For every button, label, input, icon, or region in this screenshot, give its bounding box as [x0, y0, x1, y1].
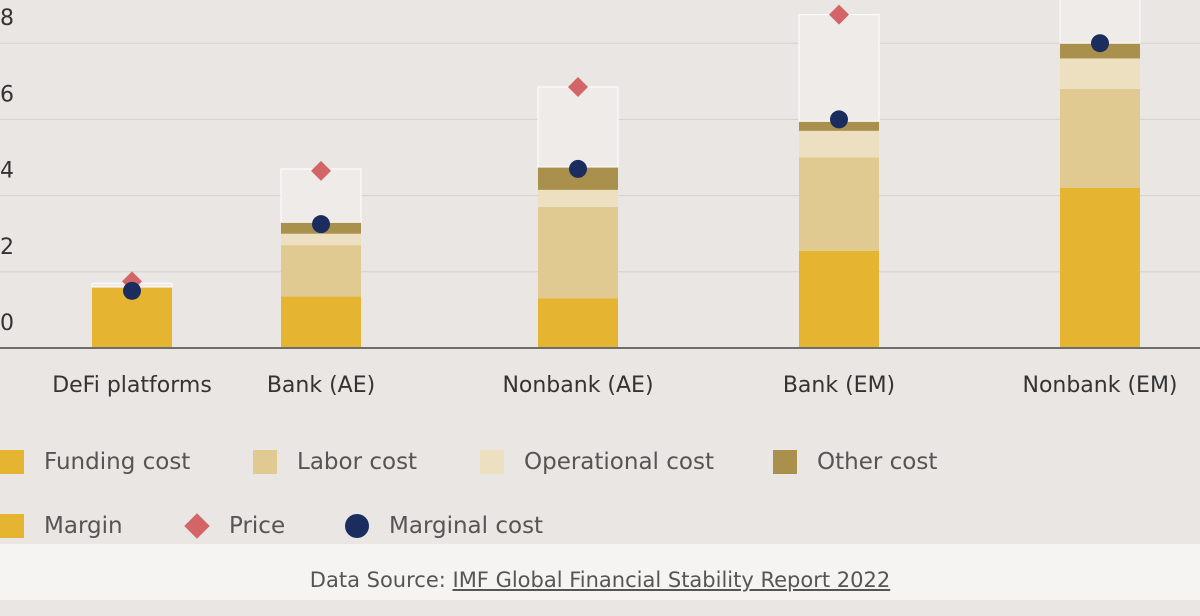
category-label-2: Nonbank (AE) [502, 373, 653, 398]
bar-segment-1-4 [1060, 88, 1140, 188]
bar-segment-0-3 [799, 250, 879, 348]
price-marker-1 [311, 160, 331, 181]
legend-label: Operational cost [524, 449, 714, 475]
marginal-cost-marker-3 [830, 110, 848, 129]
legend-item-operational-cost: Operational cost [480, 442, 714, 482]
legend-label: Margin [44, 513, 123, 539]
legend-swatch-circle [345, 514, 369, 538]
source-link[interactable]: IMF Global Financial Stability Report 20… [452, 568, 891, 592]
bar-segment-1-1 [281, 245, 361, 297]
category-label-0: DeFi platforms [52, 373, 212, 398]
legend-item-funding-cost: Funding cost [0, 442, 190, 482]
bar-segment-0-4 [1060, 187, 1140, 348]
y-tick-label-4: 4 [0, 159, 14, 184]
bar-segment-2-3 [799, 130, 879, 158]
bar-segment-2-1 [281, 233, 361, 246]
marginal-cost-marker-4 [1091, 34, 1109, 53]
legend-label: Funding cost [44, 449, 191, 475]
y-tick-label-0: 0 [0, 311, 14, 336]
legend-item-labor-cost: Labor cost [253, 442, 417, 482]
legend-swatch-square [480, 450, 504, 474]
y-tick-label-8: 8 [0, 6, 14, 31]
data-source-footer: Data Source: IMF Global Financial Stabil… [0, 544, 1200, 600]
bar-segment-2-4 [1060, 58, 1140, 89]
legend-label: Labor cost [297, 449, 418, 475]
legend-item-price: Price [184, 506, 286, 546]
legend-swatch-square [253, 450, 277, 474]
legend-item-marginal-cost: Marginal cost [345, 506, 543, 546]
legend-swatch-square [0, 450, 24, 474]
marginal-cost-marker-1 [312, 215, 330, 234]
legend-label: Other cost [817, 449, 938, 475]
category-label-3: Bank (EM) [783, 373, 895, 398]
y-tick-label-2: 2 [0, 235, 14, 260]
y-tick-label-6: 6 [0, 82, 14, 107]
marginal-cost-marker-2 [569, 159, 587, 178]
legend-item-other-cost: Other cost [773, 442, 937, 482]
bar-segment-2-2 [538, 189, 618, 208]
bar-segment-0-1 [281, 296, 361, 348]
category-label-1: Bank (AE) [267, 373, 375, 398]
stacked-bar-chart: 0 2 4 6 8 DeFi platforms Bank (AE) Nonbank (AE)… [0, 0, 1200, 398]
bar-margin-2 [537, 86, 619, 168]
legend-swatch-diamond [184, 513, 210, 539]
price-marker-2 [568, 77, 588, 98]
bar-segment-3-2 [538, 167, 618, 190]
category-label-4: Nonbank (EM) [1022, 373, 1177, 398]
bar-segment-0-2 [538, 298, 618, 348]
bar-margin-3 [798, 14, 880, 122]
footer-prefix: Data Source: [309, 568, 453, 592]
legend-label: Price [229, 513, 286, 539]
legend-row-2: Margin Price Marginal cost [0, 506, 1200, 546]
legend-row-1: Funding cost Labor cost Operational cost Ot… [0, 442, 1200, 482]
bar-segment-1-2 [538, 207, 618, 299]
legend-swatch-square [773, 450, 797, 474]
bar-segment-1-3 [799, 157, 879, 251]
legend-swatch-square [0, 514, 24, 538]
legend-item-margin: Margin [0, 506, 123, 546]
price-marker-3 [829, 4, 849, 25]
legend-label: Marginal cost [389, 513, 544, 539]
marginal-cost-marker-0 [123, 281, 141, 300]
